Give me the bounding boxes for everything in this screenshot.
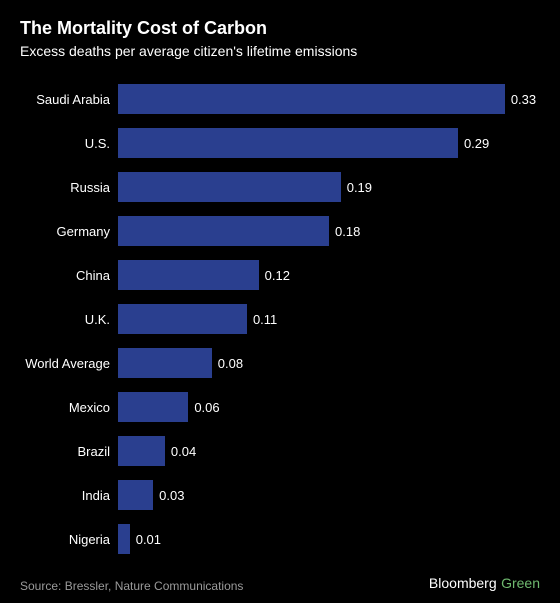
brand-accent: Green — [501, 575, 540, 591]
bar-label: U.S. — [20, 136, 118, 151]
bar-row: Germany 0.18 — [20, 209, 540, 253]
bar-label: Germany — [20, 224, 118, 239]
chart-title: The Mortality Cost of Carbon — [20, 18, 540, 39]
bar-value: 0.12 — [259, 268, 290, 283]
bar-row: China 0.12 — [20, 253, 540, 297]
bar-label: China — [20, 268, 118, 283]
bar — [118, 348, 212, 378]
bar — [118, 436, 165, 466]
bar-label: Mexico — [20, 400, 118, 415]
bar-label: India — [20, 488, 118, 503]
bar-track: 0.03 — [118, 473, 540, 517]
bar — [118, 216, 329, 246]
bar-label: U.K. — [20, 312, 118, 327]
bar-track: 0.08 — [118, 341, 540, 385]
bar-value: 0.18 — [329, 224, 360, 239]
bar-value: 0.08 — [212, 356, 243, 371]
bar-row: Russia 0.19 — [20, 165, 540, 209]
bar-row: India 0.03 — [20, 473, 540, 517]
bar-track: 0.11 — [118, 297, 540, 341]
bar-row: Nigeria 0.01 — [20, 517, 540, 561]
bar — [118, 524, 130, 554]
bar-track: 0.33 — [118, 77, 540, 121]
brand-main: Bloomberg — [429, 575, 497, 591]
source-text: Source: Bressler, Nature Communications — [20, 579, 243, 593]
bar — [118, 172, 341, 202]
bar-row: Mexico 0.06 — [20, 385, 540, 429]
brand: Bloomberg Green — [429, 575, 540, 593]
bar-value: 0.01 — [130, 532, 161, 547]
bars-area: Saudi Arabia 0.33 U.S. 0.29 Russia 0.19 German… — [20, 77, 540, 569]
bar-track: 0.18 — [118, 209, 540, 253]
chart-subtitle: Excess deaths per average citizen's life… — [20, 43, 540, 59]
bar-label: World Average — [20, 356, 118, 371]
bar-value: 0.03 — [153, 488, 184, 503]
bar — [118, 480, 153, 510]
bar-row: World Average 0.08 — [20, 341, 540, 385]
bar-value: 0.06 — [188, 400, 219, 415]
bar-value: 0.33 — [505, 92, 536, 107]
bar-value: 0.19 — [341, 180, 372, 195]
bar-track: 0.06 — [118, 385, 540, 429]
bar-label: Russia — [20, 180, 118, 195]
bar-track: 0.01 — [118, 517, 540, 561]
bar — [118, 128, 458, 158]
bar — [118, 304, 247, 334]
bar-row: U.S. 0.29 — [20, 121, 540, 165]
bar — [118, 84, 505, 114]
bar — [118, 260, 259, 290]
bar-track: 0.04 — [118, 429, 540, 473]
bar-row: U.K. 0.11 — [20, 297, 540, 341]
bar-track: 0.19 — [118, 165, 540, 209]
bar-value: 0.29 — [458, 136, 489, 151]
bar-value: 0.04 — [165, 444, 196, 459]
bar-row: Saudi Arabia 0.33 — [20, 77, 540, 121]
bar-track: 0.12 — [118, 253, 540, 297]
bar-label: Nigeria — [20, 532, 118, 547]
bar — [118, 392, 188, 422]
bar-label: Brazil — [20, 444, 118, 459]
bar-track: 0.29 — [118, 121, 540, 165]
bar-row: Brazil 0.04 — [20, 429, 540, 473]
bar-value: 0.11 — [247, 312, 277, 327]
chart-footer: Source: Bressler, Nature Communications … — [20, 575, 540, 593]
chart-container: The Mortality Cost of Carbon Excess deat… — [0, 0, 560, 603]
bar-label: Saudi Arabia — [20, 92, 118, 107]
